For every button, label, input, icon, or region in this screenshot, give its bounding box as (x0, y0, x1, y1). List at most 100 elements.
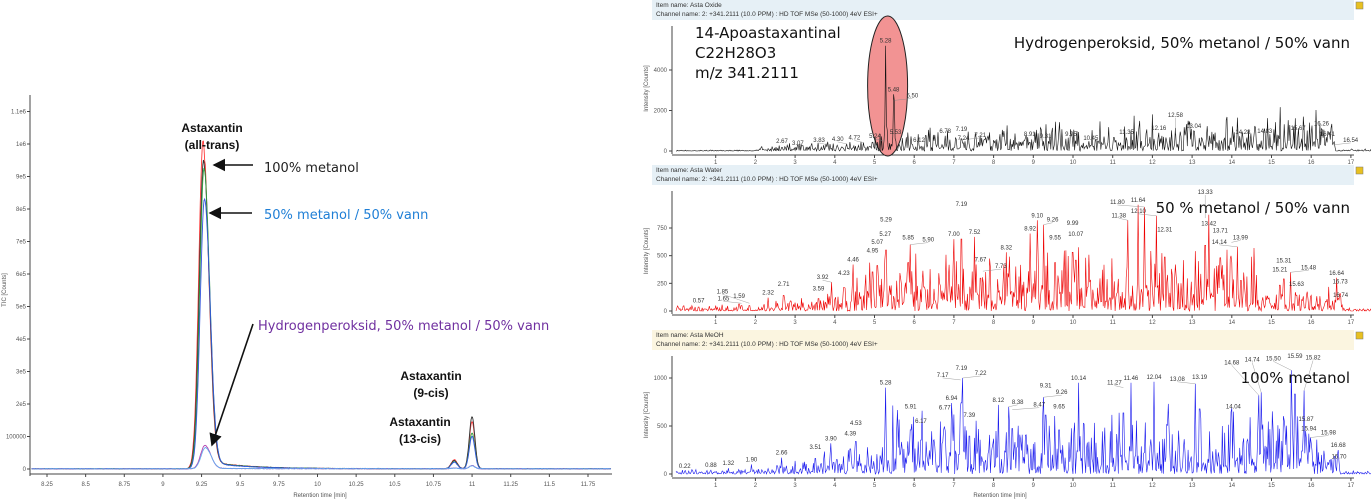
peak-label: 3.51 (810, 445, 822, 451)
x-tick-label: 11.75 (581, 482, 596, 488)
channel-name: Channel name: 2: +341.2111 (10.0 PPM) : … (656, 341, 878, 348)
peak-label: 10.07 (1068, 232, 1084, 238)
peak-label: 4.39 (844, 431, 856, 437)
peak-label: 7.00 (948, 232, 960, 238)
peak-label-leader (1332, 142, 1351, 146)
x-tick-label: 13 (1189, 320, 1196, 326)
peak-label: 9.10 (1031, 213, 1043, 219)
peak-label: 7.19 (956, 202, 968, 208)
peak-label: 5.28 (880, 381, 892, 387)
peak-label: 12.31 (1157, 228, 1173, 234)
peak-label: 5.48 (888, 87, 900, 93)
highlight-ellipse (867, 15, 909, 157)
peak-label: 7.22 (975, 371, 987, 377)
peak-label: 11.27 (1107, 381, 1122, 387)
peak-label: 3.92 (817, 275, 829, 281)
x-tick-label: 9 (161, 482, 165, 488)
panel-title: Hydrogenperoksid, 50% metanol / 50% vann (1014, 34, 1350, 52)
peak-label: 2.66 (776, 451, 788, 457)
x-tick-label: 7 (952, 483, 956, 489)
compound-label: 14-Apoastaxantinal (695, 24, 841, 42)
peak-label-leader (722, 294, 750, 304)
peak-label: 5.50 (907, 93, 919, 99)
x-tick-label: 1 (714, 483, 718, 489)
peak-label-leader (1114, 385, 1124, 388)
peak-label-leader (894, 98, 913, 101)
peak-label-leader (874, 138, 885, 142)
peak-label: 5.85 (902, 235, 914, 241)
y-axis-title: Intensity [Counts] (644, 391, 650, 438)
chromatogram-panel-2: Item name: Asta MeOH Channel name: 2: +34… (644, 330, 1371, 499)
y-tick-label: 100000 (6, 435, 27, 441)
peak-label: 6.12 (913, 138, 925, 144)
peak-label: 13.99 (1233, 235, 1249, 241)
peak-label: 8.47 (1033, 403, 1045, 409)
peak-label: 10.14 (1071, 376, 1087, 382)
peak-label: 16.68 (1331, 443, 1347, 449)
peak-label-leader (1231, 240, 1241, 243)
x-tick-label: 14 (1228, 483, 1235, 489)
x-tick-label: 10 (314, 482, 321, 488)
x-tick-label: 6 (913, 320, 917, 326)
peak-label: 7.39 (964, 413, 976, 419)
peak-label: 13.19 (1192, 375, 1208, 381)
x-tick-label: 17 (1348, 320, 1355, 326)
peak-label: 3.07 (792, 141, 804, 147)
pin-icon[interactable] (1355, 1, 1364, 10)
peak-label: 2.67 (776, 139, 788, 145)
peak-label: 15.82 (1306, 355, 1322, 361)
peak-label: 14.83 (1257, 129, 1273, 135)
x-tick-label: 11 (1110, 483, 1117, 489)
peak-label: 7.21 (974, 133, 986, 139)
y-tick-label: 1000 (654, 376, 668, 382)
x-tick-label: 6 (913, 483, 917, 489)
peak-label: 8.91 (1024, 132, 1036, 138)
peak-label-leader (723, 301, 742, 304)
peak-label: 10.45 (1083, 136, 1099, 142)
panel-header (652, 165, 1354, 185)
peak-label: 2.71 (778, 282, 790, 288)
peak-label-leader (1303, 360, 1314, 391)
peak-label-leader (1118, 218, 1128, 221)
peak-label: 4.53 (850, 421, 862, 427)
peak-label-leader (1012, 407, 1040, 410)
item-name: Item name: Asta Water (656, 167, 723, 174)
peak-label: 16.64 (1329, 271, 1345, 277)
peak-label: 3.90 (825, 436, 837, 442)
x-tick-label: 9 (1032, 483, 1036, 489)
peak-label: 8.12 (993, 398, 1005, 404)
peak-label: 9.65 (1053, 405, 1065, 411)
trace (675, 45, 1371, 153)
x-tick-label: 16 (1308, 483, 1315, 489)
series-annotation: Hydrogenperoksid, 50% metanol / 50% vann (258, 319, 549, 334)
arrow-icon (209, 323, 254, 447)
peak-label-leader (837, 141, 847, 145)
series-annotation: 100% metanol (264, 161, 359, 176)
peak-label: 9.26 (1056, 390, 1068, 396)
y-tick-label: 4000 (654, 68, 668, 74)
y-tick-label: 0 (664, 309, 668, 315)
x-tick-label: 10 (1070, 483, 1077, 489)
x-tick-label: 11 (1110, 160, 1117, 166)
peak-label: 15.94 (1301, 427, 1317, 433)
peak-label-leader (1273, 361, 1292, 371)
x-axis-title: Retention time [min] (293, 493, 347, 499)
x-tick-label: 17 (1348, 160, 1355, 166)
x-tick-label: 7 (952, 160, 956, 166)
peak-label-leader (1043, 395, 1062, 398)
x-tick-label: 13 (1189, 483, 1196, 489)
pin-icon[interactable] (1355, 166, 1364, 175)
peak-label: 16.74 (1333, 293, 1349, 299)
pin-icon[interactable] (1355, 331, 1364, 340)
y-tick-label: 1e6 (16, 142, 27, 148)
peak-label-leader (822, 280, 832, 283)
channel-name: Channel name: 2: +341.2111 (10.0 PPM) : … (656, 11, 878, 18)
peak-label: 1.85 (717, 289, 729, 295)
peak-label: 15.63 (1289, 282, 1305, 288)
tic-chart: 8.25 8.5 8.75 9 9.25 9.5 9.75 10 10.25 10.5 10.75 1… (2, 95, 612, 499)
peak-label: 11.64 (1131, 198, 1146, 204)
peak-label: 15.48 (1301, 265, 1317, 271)
x-tick-label: 11.5 (544, 482, 556, 488)
compound-label: m/z 341.2111 (695, 64, 799, 82)
x-tick-label: 4 (833, 483, 837, 489)
